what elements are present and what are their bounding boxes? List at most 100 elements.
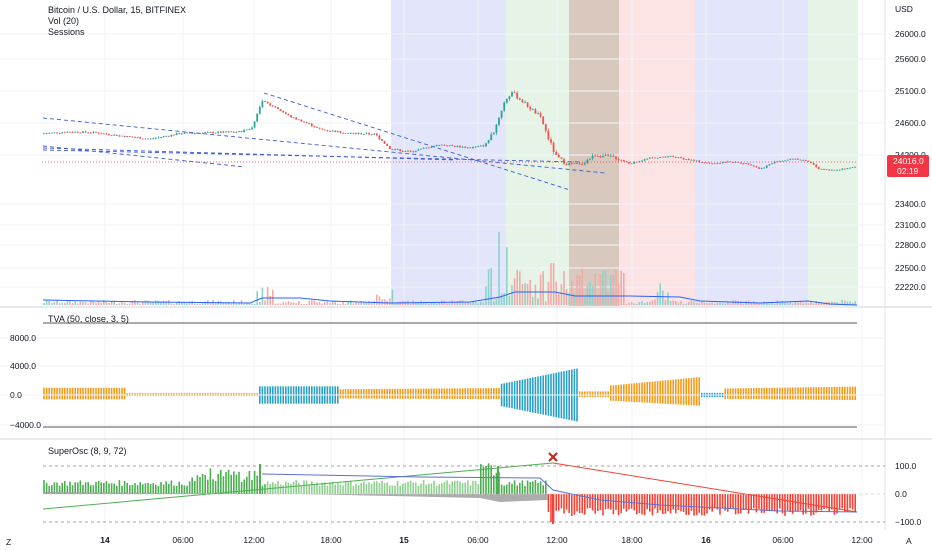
volume-bar <box>204 301 206 305</box>
tva-bar <box>448 388 451 399</box>
candle-body <box>188 132 191 134</box>
volume-bar <box>563 270 565 305</box>
osc-bar <box>815 494 817 513</box>
osc-bar <box>851 494 854 510</box>
osc-bar <box>844 494 846 512</box>
volume-bar <box>92 301 95 305</box>
volume-bar <box>472 301 474 305</box>
candle-body <box>404 151 407 152</box>
candle-body <box>713 163 716 165</box>
osc-bar <box>188 481 191 494</box>
candle-body <box>755 166 758 168</box>
tva-bar <box>617 384 620 402</box>
volume-bar <box>118 303 121 305</box>
volume-bar <box>347 301 349 305</box>
tva-bar <box>732 388 734 399</box>
candle-body <box>466 147 469 149</box>
osc-bar <box>95 481 97 494</box>
candle-body <box>66 131 69 133</box>
candle-body <box>243 129 246 133</box>
osc-bar <box>157 485 160 494</box>
tva-bar <box>818 387 820 400</box>
volume-bar <box>87 303 89 305</box>
tva-bar <box>755 388 758 400</box>
osc-bar <box>480 464 482 494</box>
volume-bar <box>820 302 823 305</box>
tva-bar <box>584 391 586 398</box>
volume-bar <box>630 301 633 305</box>
osc-bar <box>334 484 336 494</box>
volume-bar <box>628 302 630 305</box>
volume-bar <box>287 300 290 305</box>
volume-bar <box>560 284 563 305</box>
osc-bar <box>643 494 646 516</box>
candle-body <box>412 151 415 153</box>
volume-bar <box>727 301 729 305</box>
time-axis: 14 06:00 12:00 18:00 15 06:00 12:00 18:00 16 06:0… <box>100 535 873 545</box>
candle-body <box>139 137 142 139</box>
volume-bar <box>521 284 524 305</box>
candle-body <box>677 157 680 159</box>
tva-bar <box>807 387 810 400</box>
volume-bar <box>456 301 459 305</box>
osc-bar <box>201 473 204 494</box>
tva-bar <box>753 388 755 400</box>
osc-bar <box>703 494 706 516</box>
osc-bar <box>628 494 630 510</box>
osc-bar <box>779 494 781 509</box>
volume-bar <box>573 293 576 305</box>
osc-bar <box>186 485 188 494</box>
tva-bar <box>828 386 830 400</box>
osc-bar <box>368 482 370 494</box>
zoom-toggle-left[interactable]: Z <box>6 537 11 547</box>
candle-body <box>430 147 433 148</box>
volume-bar <box>576 275 578 305</box>
candle-body <box>495 124 498 133</box>
osc-bar <box>740 494 742 514</box>
osc-bar <box>524 485 526 494</box>
candle-body <box>378 135 381 140</box>
osc-bar <box>147 482 149 494</box>
candle-body <box>700 162 703 163</box>
volume-bar <box>690 300 693 305</box>
candle-body <box>147 138 149 140</box>
osc-bar <box>365 483 368 494</box>
session-band <box>808 0 858 306</box>
volume-bar <box>742 303 745 305</box>
volume-bar <box>344 303 347 305</box>
volume-bar <box>784 302 786 305</box>
tva-bar <box>422 388 425 399</box>
candle-body <box>199 133 201 134</box>
tva-bar <box>407 388 409 399</box>
candle-body <box>95 131 97 133</box>
osc-bar <box>760 494 763 513</box>
main-grid <box>0 0 885 530</box>
volume-bar <box>272 289 274 305</box>
volume-bar <box>545 301 547 305</box>
tva-bar <box>849 386 851 401</box>
candle-body <box>89 132 92 134</box>
osc-bar <box>729 494 732 510</box>
osc-bar <box>238 471 240 494</box>
osc-bar <box>519 482 521 494</box>
osc-bar <box>191 477 193 494</box>
osc-bar <box>282 485 284 494</box>
tva-bar <box>628 383 630 402</box>
osc-bar <box>175 485 178 494</box>
osc-bar <box>784 494 786 516</box>
osc-bar <box>669 494 672 514</box>
auto-scale-button[interactable]: A <box>906 536 912 546</box>
volume-bar <box>321 303 323 305</box>
candle-body <box>617 159 620 160</box>
volume-bar <box>701 300 703 305</box>
candle-body <box>472 147 474 149</box>
osc-bar <box>617 494 620 516</box>
osc-bar <box>134 483 136 494</box>
osc-bar <box>831 494 833 510</box>
candle-body <box>69 131 71 133</box>
tva-bar <box>667 380 669 404</box>
tva-bar <box>779 387 781 400</box>
osc-bar <box>547 494 550 513</box>
candle-body <box>651 157 654 159</box>
